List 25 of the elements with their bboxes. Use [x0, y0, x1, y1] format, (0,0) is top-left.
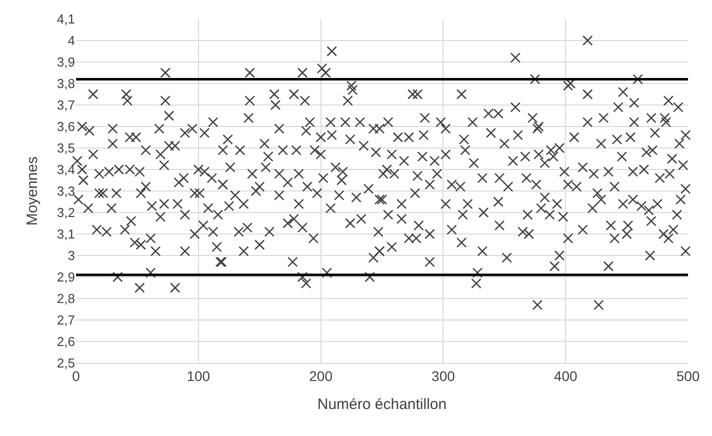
y-tick-label: 2,6 [56, 334, 75, 350]
y-tick-label: 2,5 [56, 356, 75, 371]
x-axis-title: Numéro échantillon [317, 396, 447, 413]
y-tick-label: 3,6 [56, 119, 75, 134]
y-tick-label: 4,1 [56, 12, 75, 27]
x-tick-label: 500 [676, 368, 700, 384]
x-tick-label: 0 [72, 368, 80, 384]
y-tick-label: 2,9 [56, 270, 75, 285]
y-tick-label: 3,2 [56, 205, 75, 220]
y-tick-label: 3,4 [56, 162, 75, 178]
y-tick-label: 3,1 [56, 226, 75, 242]
y-tick-label: 3,8 [56, 76, 75, 92]
y-tick-label: 3,3 [56, 184, 75, 199]
y-tick-label: 2,8 [56, 291, 75, 306]
y-tick-label: 3,9 [56, 54, 75, 70]
y-tick-label: 2,7 [56, 312, 75, 328]
y-tick-label: 3,5 [56, 140, 75, 156]
x-tick-label: 400 [554, 368, 578, 384]
x-tick-label: 300 [432, 368, 456, 384]
y-tick-label: 4 [68, 33, 75, 48]
y-tick-label: 3,7 [56, 98, 75, 113]
x-tick-label: 100 [186, 368, 210, 384]
x-tick-label: 200 [309, 368, 333, 384]
y-axis-title: Moyennes [24, 156, 42, 226]
y-tick-label: 3 [68, 248, 75, 264]
